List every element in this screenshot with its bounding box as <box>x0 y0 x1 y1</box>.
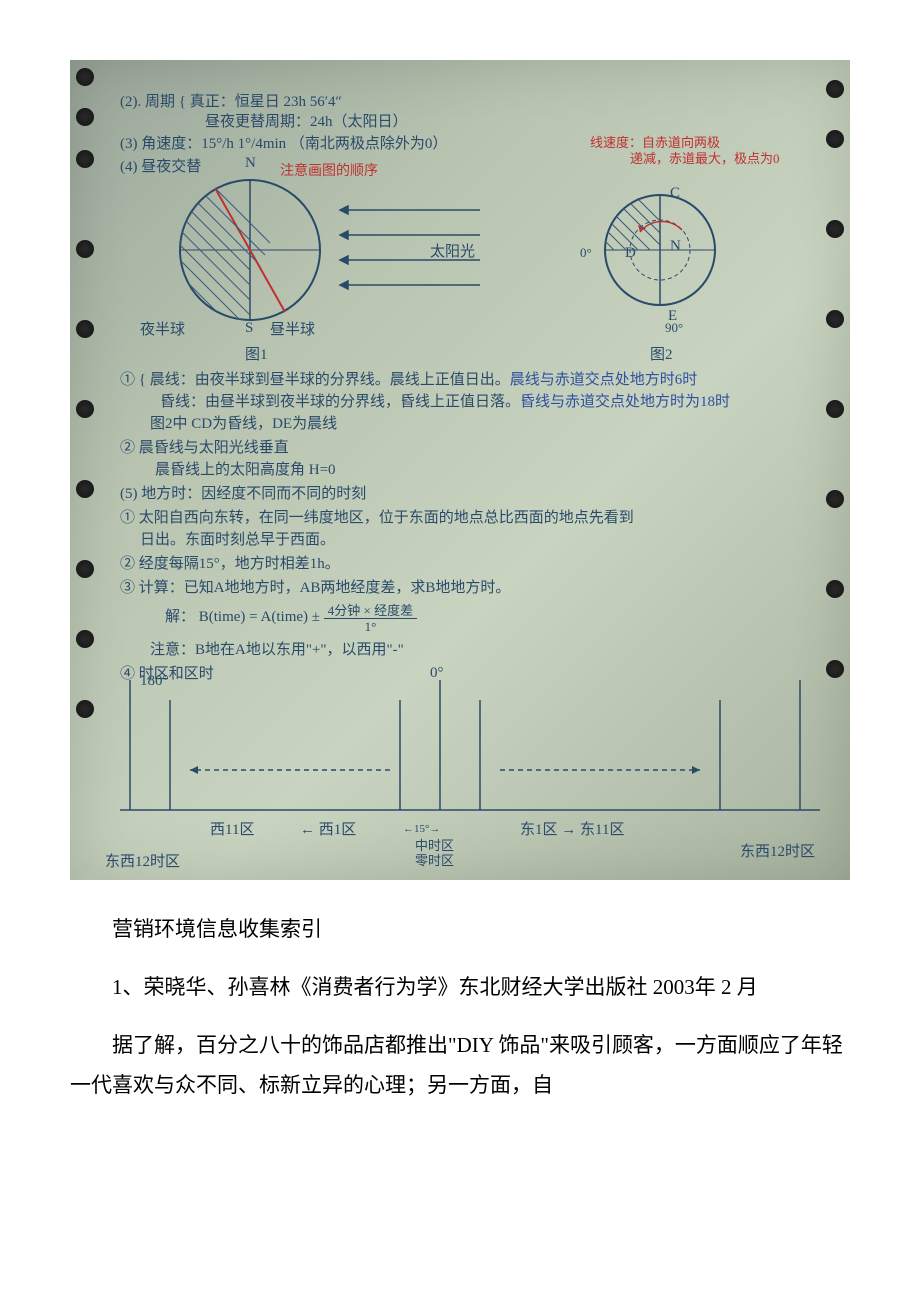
body-p3: 据了解，百分之八十的饰品店都推出"DIY 饰品"来吸引顾客，一方面顺应了年轻一代… <box>70 1026 850 1106</box>
c-label: C <box>670 185 680 202</box>
note-line-period: (2). 周期 { 真正：恒星日 23h 56′4″ <box>120 90 342 111</box>
binding-hole <box>76 68 94 86</box>
note-p5: (5) 地方时：因经度不同而不同的时刻 <box>120 482 366 503</box>
note-p5-1b: 日出。东面时刻总早于西面。 <box>140 528 335 549</box>
note-p2b: 晨昏线上的太阳高度角 H=0 <box>155 458 336 479</box>
tz-w1: ← 西1区 <box>300 818 356 839</box>
n-label2: N <box>670 238 681 255</box>
note-p2: ② 晨昏线与太阳光线垂直 <box>120 436 289 457</box>
binding-hole <box>76 700 94 718</box>
binding-hole <box>826 80 844 98</box>
binding-hole <box>826 490 844 508</box>
tz-15: ←15°→ <box>403 823 440 835</box>
s-label: S <box>245 320 253 337</box>
body-p2: 1、荣晓华、孙喜林《消费者行为学》东北财经大学出版社 2003年 2 月 <box>70 968 850 1008</box>
note-p1a: ① { 晨线：由夜半球到昼半球的分界线。晨线上正值日出。晨线与赤道交点处地方时6… <box>120 368 697 389</box>
tz-mid2: 零时区 <box>415 850 454 869</box>
figure-2 <box>600 195 715 305</box>
binding-hole <box>76 630 94 648</box>
n-label: N <box>245 155 256 172</box>
document-page: (2). 周期 { 真正：恒星日 23h 56′4″ 昼夜更替周期：24h（太阳… <box>0 0 920 1164</box>
zero-label: 0° <box>580 245 592 261</box>
binding-hole <box>826 130 844 148</box>
note-p5-note: 注意：B地在A地以东用"+"，以西用"-" <box>150 638 404 659</box>
binding-hole <box>76 400 94 418</box>
note-line-period2: 昼夜更替周期：24h（太阳日） <box>205 110 408 131</box>
ninety-label: 90° <box>665 320 683 336</box>
tz-w11: 西11区 <box>210 818 254 839</box>
notebook-photo: (2). 周期 { 真正：恒星日 23h 56′4″ 昼夜更替周期：24h（太阳… <box>70 60 850 880</box>
binding-hole <box>76 560 94 578</box>
note-p5-3: ③ 计算：已知A地地方时，AB两地经度差，求B地地方时。 <box>120 576 510 597</box>
note-p5-1: ① 太阳自西向东转，在同一纬度地区，位于东面的地点总比西面的地点先看到 <box>120 506 634 527</box>
note-p1b: 昏线：由昼半球到夜半球的分界线，昏线上正值日落。昏线与赤道交点处地方时为18时 <box>160 390 730 411</box>
tz-e1: 东1区 → 东11区 <box>520 818 624 839</box>
note-p1c: 图2中 CD为昏线，DE为晨线 <box>150 412 337 433</box>
note-p5-3b: 解： B(time) = A(time) ± 4分钟 × 经度差 1° <box>165 600 417 635</box>
fig2-label: 图2 <box>650 343 673 364</box>
binding-hole <box>826 580 844 598</box>
tz-180: 180° <box>140 673 169 690</box>
d-label: D <box>625 245 636 262</box>
tz-0: 0° <box>430 665 444 682</box>
binding-hole <box>76 480 94 498</box>
timezone-diagram <box>100 660 840 840</box>
night-label: 夜半球 <box>140 318 185 339</box>
binding-hole <box>826 400 844 418</box>
tz-ew12a: 东西12时区 <box>105 850 180 871</box>
note-p5-2: ② 经度每隔15°，地方时相差1h。 <box>120 552 340 573</box>
sun-label: 太阳光 <box>430 240 475 261</box>
fig1-label: 图1 <box>245 343 268 364</box>
body-p1: 营销环境信息收集索引 <box>70 910 850 950</box>
tz-ew12b: 东西12时区 <box>740 840 815 861</box>
binding-hole <box>76 108 94 126</box>
day-label: 昼半球 <box>270 318 315 339</box>
